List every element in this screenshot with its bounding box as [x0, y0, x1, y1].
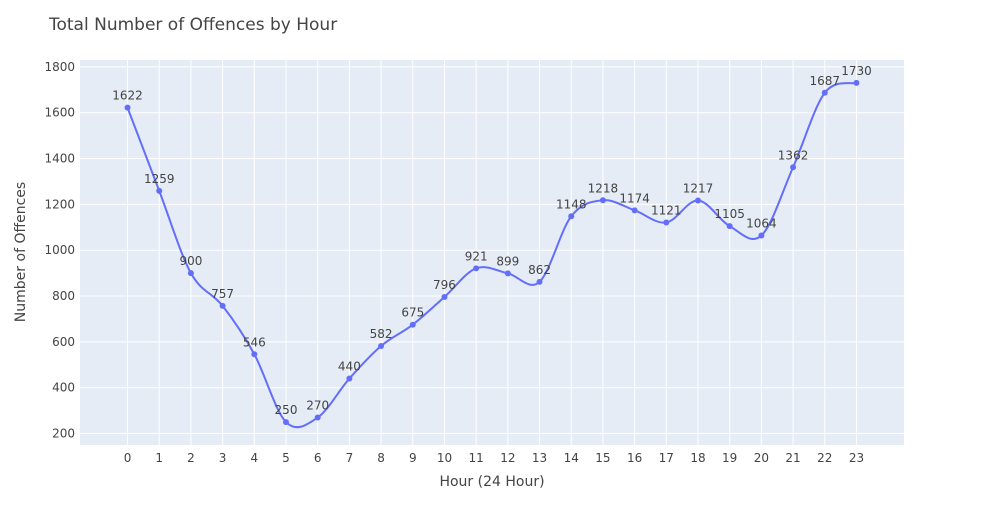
x-tick-label: 6	[314, 451, 322, 465]
data-label: 1105	[714, 207, 745, 221]
data-label: 1148	[556, 197, 587, 211]
data-point	[790, 164, 797, 171]
data-label: 582	[370, 327, 393, 341]
data-point	[314, 414, 321, 421]
data-point	[853, 79, 860, 86]
data-label: 862	[528, 263, 551, 277]
plot-area	[80, 60, 904, 445]
data-point	[695, 197, 701, 204]
data-label: 1730	[841, 64, 872, 78]
x-tick-label: 23	[849, 451, 864, 465]
data-point	[124, 104, 131, 111]
data-point	[283, 419, 289, 426]
data-label: 546	[243, 335, 266, 349]
x-tick-label: 19	[722, 451, 737, 465]
chart-title: Total Number of Offences by Hour	[48, 15, 337, 35]
data-points	[124, 79, 860, 426]
x-tick-label: 5	[282, 451, 290, 465]
x-tick-label: 14	[564, 451, 579, 465]
data-point	[156, 187, 163, 194]
y-tick-label: 1600	[44, 106, 75, 120]
x-tick-label: 0	[124, 451, 132, 465]
data-point	[219, 302, 226, 309]
data-point	[441, 293, 448, 300]
data-label: 1687	[809, 74, 840, 88]
data-label: 675	[401, 306, 424, 320]
x-tick-label: 10	[437, 451, 452, 465]
data-label: 1362	[778, 148, 809, 162]
x-tick-label: 11	[469, 451, 484, 465]
data-label: 270	[306, 399, 329, 413]
x-tick-label: 13	[532, 451, 547, 465]
data-label: 899	[496, 254, 519, 268]
data-point	[473, 265, 480, 272]
y-axis-title: Number of Offences	[13, 182, 29, 322]
data-point	[631, 207, 638, 214]
y-tick-label: 400	[52, 381, 75, 395]
data-point	[378, 343, 385, 349]
data-label: 1217	[683, 181, 714, 195]
data-point	[663, 219, 670, 226]
data-label: 1218	[588, 181, 619, 195]
x-tick-label: 12	[500, 451, 515, 465]
data-point	[821, 89, 828, 96]
data-point	[758, 232, 765, 239]
data-point	[726, 223, 733, 230]
data-point	[536, 278, 543, 285]
data-point	[504, 270, 511, 277]
data-point	[599, 197, 606, 204]
y-tick-label: 1200	[44, 197, 75, 211]
y-tick-label: 600	[52, 335, 75, 349]
y-tick-label: 1000	[44, 243, 75, 257]
x-tick-label: 7	[346, 451, 354, 465]
x-tick-label: 17	[659, 451, 674, 465]
x-tick-label: 3	[219, 451, 227, 465]
x-axis-ticks: 0 1 2 3 4 5 6 7 8 9 10 11 12 13 14 15 16 17 18 19 20 21 22 23	[124, 451, 864, 465]
y-axis-ticks: 200 400 600 800 1000 1200 1400 1600 1800	[44, 60, 75, 441]
data-point	[568, 213, 575, 220]
data-point	[346, 375, 353, 382]
y-tick-label: 200	[52, 427, 75, 441]
x-tick-label: 9	[409, 451, 417, 465]
data-label: 440	[338, 360, 361, 374]
y-tick-label: 800	[52, 289, 75, 303]
data-label: 250	[275, 403, 298, 417]
x-tick-label: 2	[187, 451, 195, 465]
x-axis-title: Hour (24 Hour)	[439, 474, 544, 490]
x-tick-label: 15	[595, 451, 610, 465]
data-label: 1064	[746, 217, 777, 231]
x-tick-label: 20	[754, 451, 769, 465]
data-labels: 1622 1259 900 757 546 250 270 440 582 675 796 921 89…	[112, 64, 871, 417]
x-tick-label: 4	[250, 451, 258, 465]
data-label: 1121	[651, 203, 682, 217]
data-label: 1259	[144, 172, 175, 186]
data-label: 1622	[112, 89, 143, 103]
x-tick-label: 8	[377, 451, 385, 465]
data-label: 921	[465, 249, 488, 263]
x-tick-label: 22	[817, 451, 832, 465]
data-point	[251, 351, 258, 358]
data-label: 1174	[619, 191, 650, 205]
x-tick-label: 21	[785, 451, 800, 465]
x-tick-label: 18	[690, 451, 705, 465]
data-label: 900	[179, 254, 202, 268]
data-point	[409, 321, 416, 328]
data-point	[187, 270, 194, 277]
data-label: 757	[211, 287, 234, 301]
y-tick-label: 1800	[44, 60, 75, 74]
series-line	[126, 81, 857, 429]
x-tick-label: 1	[155, 451, 163, 465]
y-tick-label: 1400	[44, 152, 75, 166]
grid	[80, 60, 904, 445]
x-tick-label: 16	[627, 451, 642, 465]
data-label: 796	[433, 278, 456, 292]
